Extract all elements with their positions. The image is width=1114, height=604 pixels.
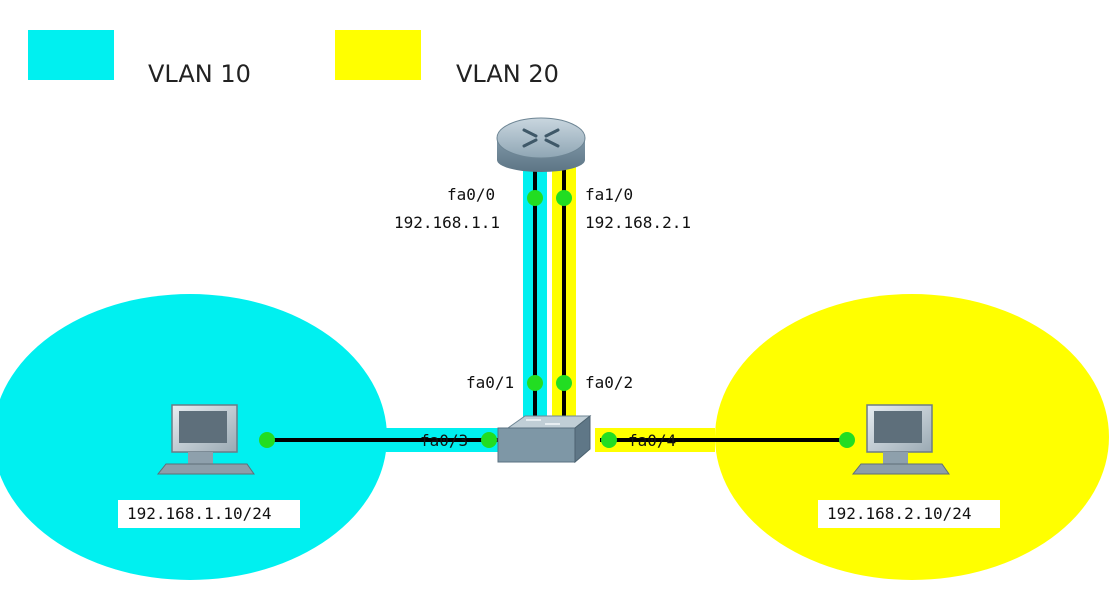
switch-port-fa0-1-label: fa0/1 xyxy=(466,373,514,392)
switch-port-fa0-4-label: fa0/4 xyxy=(628,431,676,450)
port-dot-switch-fa0-2 xyxy=(556,375,572,391)
legend-swatch-vlan10 xyxy=(28,30,114,80)
pc-vlan10-ip-label: 192.168.1.10/24 xyxy=(127,504,272,523)
legend-label-vlan20: VLAN 20 xyxy=(456,60,559,88)
port-dot-switch-fa0-4 xyxy=(601,432,617,448)
router-port-fa0-0-ip: 192.168.1.1 xyxy=(394,213,500,232)
port-dot-pc-vlan20 xyxy=(839,432,855,448)
router-icon[interactable] xyxy=(496,117,586,172)
router-port-fa1-0-ip: 192.168.2.1 xyxy=(585,213,691,232)
router-port-fa0-0-label: fa0/0 xyxy=(447,185,495,204)
port-dot-switch-fa0-3 xyxy=(481,432,497,448)
pc-vlan20-ip-box xyxy=(818,500,1000,528)
pc-vlan10-ip-box xyxy=(118,500,300,528)
port-dot-switch-fa0-1 xyxy=(527,375,543,391)
port-dot-pc-vlan10 xyxy=(259,432,275,448)
router-port-fa1-0-label: fa1/0 xyxy=(585,185,633,204)
pc-vlan20-ip-label: 192.168.2.10/24 xyxy=(827,504,972,523)
legend-label-vlan10: VLAN 10 xyxy=(148,60,251,88)
switch-port-fa0-3-label: fa0/3 xyxy=(420,431,468,450)
port-dot-router-fa0-0 xyxy=(527,190,543,206)
switch-icon[interactable] xyxy=(497,414,592,464)
legend-swatch-vlan20 xyxy=(335,30,421,80)
pc-vlan20-icon[interactable] xyxy=(851,404,950,475)
pc-vlan10-icon[interactable] xyxy=(156,404,255,475)
switch-port-fa0-2-label: fa0/2 xyxy=(585,373,633,392)
port-dot-router-fa1-0 xyxy=(556,190,572,206)
